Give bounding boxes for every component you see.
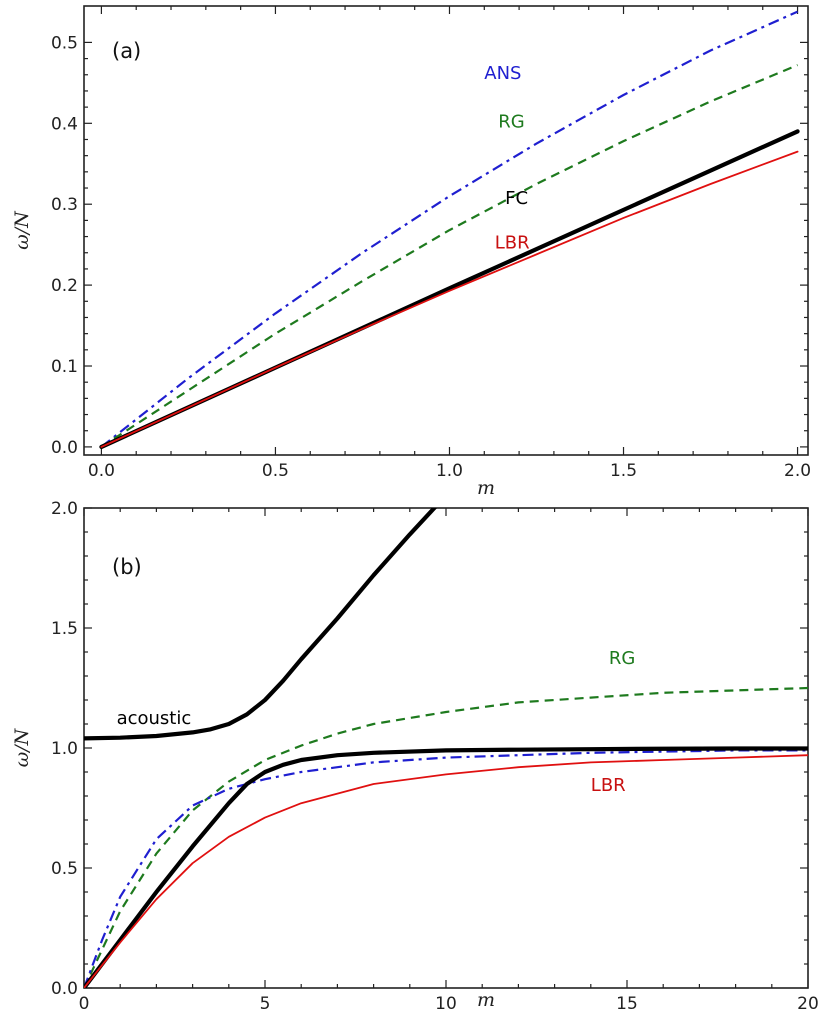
annotation-ans: ANS [484, 63, 521, 84]
x-tick-label: 10 [435, 994, 457, 1012]
x-tick-label: 0.5 [262, 461, 289, 481]
y-tick-label: 0.4 [51, 114, 78, 134]
x-tick-label: 0 [79, 994, 90, 1012]
y-tick-label: 0.0 [51, 438, 78, 458]
x-tick-label: 1.5 [610, 461, 637, 481]
y-tick-label: 0.0 [51, 979, 78, 999]
series-line-ans [100, 10, 799, 448]
plot-frame [83, 5, 809, 456]
series-group [99, 10, 800, 450]
y-axis-label: ω/N [11, 727, 33, 767]
x-tick-label: 20 [797, 994, 819, 1012]
series-line-ans [84, 749, 808, 988]
series-line-rg [84, 686, 808, 988]
annotation-lbr: LBR [495, 233, 530, 254]
y-tick-label: 0.1 [51, 357, 78, 377]
panel-a: 0.0 0.5 1.0 1.5 2.0 0.0 0.1 0.2 0.3 0.4 0.5 m ω/N ANS… [11, 5, 811, 499]
x-axis-label: m [477, 477, 495, 499]
annotation-lbr: LBR [591, 775, 626, 796]
series-group [84, 508, 808, 988]
series-line-lbr [100, 150, 799, 448]
x-tick-label: 15 [616, 994, 638, 1012]
series-line-rg [100, 64, 798, 448]
y-tick-label: 1.5 [51, 619, 78, 639]
series-line-fc [84, 746, 808, 988]
y-axis-label: ω/N [11, 210, 33, 250]
x-tick-label: 2.0 [784, 461, 811, 481]
y-tick-label: 0.5 [51, 859, 78, 879]
y-tick-label: 0.3 [51, 195, 78, 215]
x-tick-label: 1.0 [436, 461, 463, 481]
panel-label: (a) [112, 39, 141, 63]
panel-label: (b) [112, 555, 142, 579]
y-tick-label: 0.5 [51, 33, 78, 53]
y-tick-label: 1.0 [51, 739, 78, 759]
x-tick-label: 5 [260, 994, 271, 1012]
x-axis-label: m [477, 989, 495, 1011]
annotation-acoustic: acoustic [117, 708, 192, 729]
panel-b: 0 5 10 15 20 0.0 0.5 1.0 1.5 2.0 m ω/N acoustic RG LBR… [11, 499, 819, 1012]
series-line-acoustic [84, 508, 438, 741]
annotation-fc: FC [505, 188, 528, 209]
annotation-rg: RG [609, 648, 635, 669]
y-tick-label: 2.0 [51, 499, 78, 519]
series-line-lbr [84, 754, 808, 988]
x-tick-label: 0.0 [88, 461, 115, 481]
y-tick-label: 0.2 [51, 276, 78, 296]
annotation-rg: RG [498, 111, 524, 132]
